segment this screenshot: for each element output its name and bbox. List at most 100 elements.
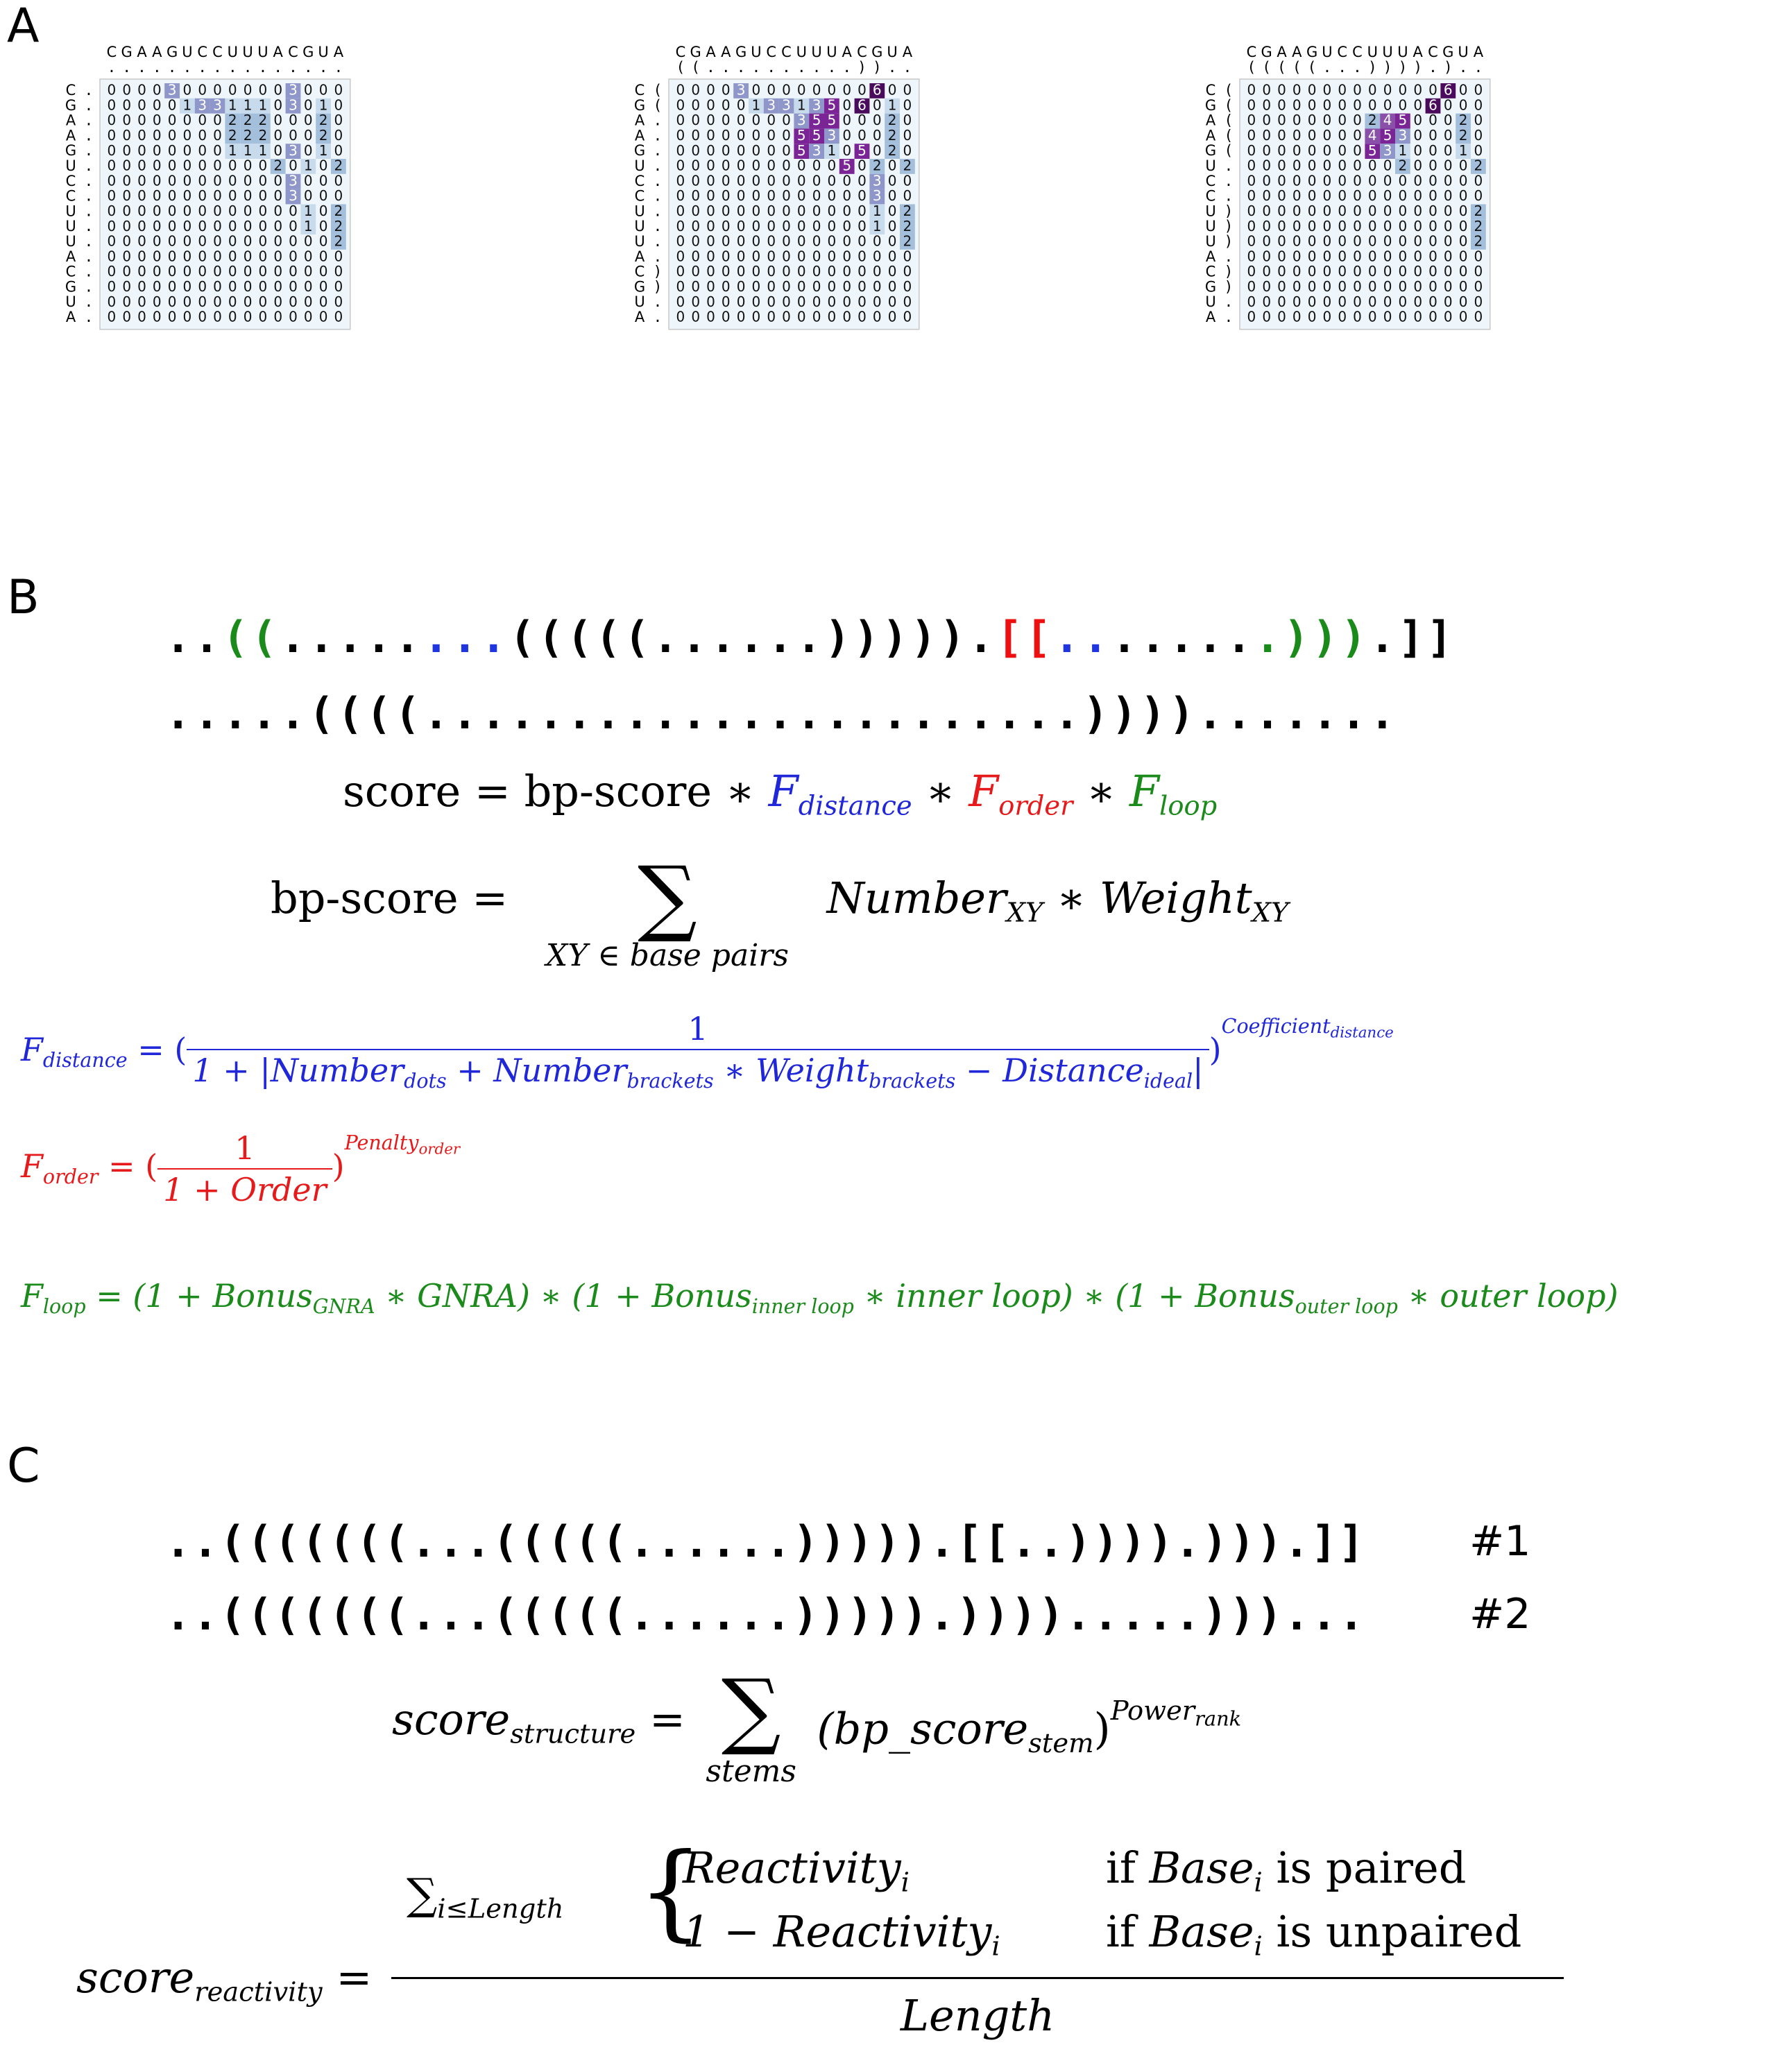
structure-segment: ..: [165, 612, 223, 662]
matrix-cell-value: 0: [108, 309, 117, 325]
row-structure: (: [654, 82, 663, 99]
matrix-cell-value: 0: [1399, 203, 1408, 219]
matrix-cell-value: 0: [842, 278, 851, 295]
matrix-cell-fill: [733, 83, 749, 99]
matrix-cell-value: 0: [1413, 233, 1422, 250]
row-structure: .: [85, 112, 94, 129]
column-base: G: [1306, 44, 1317, 60]
matrix-cell-value: 0: [706, 309, 715, 325]
matrix-cell-value: 3: [828, 127, 837, 144]
matrix-cell-value: 0: [722, 157, 731, 174]
matrix-cell-value: 0: [213, 278, 222, 295]
matrix-cell-value: 0: [198, 157, 207, 174]
matrix-cell-value: 0: [1247, 218, 1256, 234]
matrix-cell-value: 0: [797, 203, 806, 219]
matrix-cell-value: 0: [1459, 82, 1468, 99]
row-structure: .: [85, 248, 94, 265]
row-structure: .: [1224, 173, 1234, 189]
matrix-cell-value: 0: [1474, 309, 1483, 325]
matrix-cell-value: 0: [273, 218, 282, 234]
row-structure: .: [85, 218, 94, 234]
matrix-cell-value: 0: [752, 82, 761, 99]
matrix-cell-value: 0: [842, 203, 851, 219]
equation-f-loop: Floop = (1 + BonusGNRA ∗ GNRA) ∗ (1 + Bo…: [21, 1277, 1619, 1319]
matrix-cell-fill: [316, 98, 331, 114]
matrix-cell-value: 0: [319, 248, 328, 264]
matrix-cell-value: 0: [1323, 172, 1332, 189]
column-structure: .: [228, 59, 237, 76]
matrix-cell-value: 0: [706, 218, 715, 234]
matrix-cell-value: 0: [1262, 96, 1271, 113]
matrix-cell-value: 0: [137, 112, 146, 128]
matrix-cell-value: 5: [797, 142, 806, 159]
row-structure: (: [1224, 142, 1234, 159]
matrix-cell-value: 0: [304, 293, 313, 310]
matrix-cell-fill: [285, 83, 301, 99]
matrix-cell-value: 3: [1383, 142, 1392, 159]
matrix-cell-value: 0: [259, 203, 268, 219]
matrix-cell-value: 3: [289, 172, 298, 189]
matrix-cell-value: 0: [782, 233, 791, 250]
structure-line-plain: .....((((.......................))))....…: [165, 688, 1399, 739]
matrix-cell-fill: [900, 219, 915, 234]
row-structure: .: [85, 97, 94, 114]
matrix-cell-value: 0: [319, 187, 328, 204]
matrix-cell-value: 0: [228, 187, 237, 204]
f-order-symbol: Forder: [968, 766, 1073, 822]
matrix-cell-value: 1: [228, 142, 237, 159]
matrix-cell-value: 0: [1338, 248, 1347, 264]
matrix-cell-value: 2: [1368, 112, 1377, 128]
matrix-cell-value: 0: [1292, 233, 1302, 250]
matrix-cell-value: 0: [691, 309, 700, 325]
matrix-cell-value: 0: [259, 248, 268, 264]
row-structure: .: [85, 309, 94, 325]
matrix-cell-value: 0: [183, 127, 192, 144]
matrix-cell-fill: [809, 113, 824, 129]
structure-segment: ...: [423, 612, 509, 662]
row-base: U: [65, 157, 76, 174]
row-structure: ): [1224, 218, 1234, 234]
matrix-cell-value: 0: [691, 187, 700, 204]
row-base: C: [635, 173, 645, 189]
matrix-cell-value: 0: [1338, 203, 1347, 219]
matrix-cell-value: 0: [334, 309, 343, 325]
equation-f-distance: Fdistance = (1 1 + |Numberdots + Numberbr…: [21, 1010, 1394, 1093]
matrix-cell-value: 0: [737, 142, 746, 159]
column-structure: .: [812, 59, 821, 76]
matrix-cell-value: 0: [273, 112, 282, 128]
row-base: A: [1206, 112, 1216, 129]
matrix-cell-value: 0: [1428, 203, 1437, 219]
row-base: U: [634, 203, 645, 219]
matrix-cell-value: 1: [244, 96, 253, 113]
row-structure: .: [85, 127, 94, 144]
matrix-cell-value: 0: [842, 218, 851, 234]
row-structure: ): [1224, 278, 1234, 295]
matrix-cell-value: 0: [122, 263, 131, 280]
row-structure: .: [85, 188, 94, 205]
matrix-cell-value: 0: [1308, 82, 1317, 99]
matrix-cell-value: 0: [183, 263, 192, 280]
matrix-cell-fill: [285, 189, 301, 205]
row-structure: ): [654, 278, 663, 295]
matrix-cell-value: 0: [797, 278, 806, 295]
matrix-cell-value: 0: [691, 278, 700, 295]
matrix-cell-value: 0: [153, 263, 162, 280]
matrix-cell-value: 0: [1399, 248, 1408, 264]
row-structure: .: [654, 233, 663, 250]
matrix-cell-value: 0: [168, 263, 177, 280]
matrix-cell-value: 0: [857, 293, 867, 310]
structure-segment: .....: [280, 612, 423, 662]
column-structure: .: [289, 59, 298, 76]
row-structure: .: [654, 248, 663, 265]
matrix-cell-value: 0: [1383, 263, 1392, 280]
matrix-cell-value: 0: [812, 293, 821, 310]
matrix-cell-value: 0: [706, 278, 715, 295]
matrix-cell-value: 1: [228, 96, 237, 113]
matrix-cell-value: 0: [722, 127, 731, 144]
matrix-cell-value: 0: [244, 293, 253, 310]
matrix-cell-value: 0: [722, 248, 731, 264]
matrix-cell-value: 0: [137, 293, 146, 310]
matrix-cell-value: 0: [1247, 172, 1256, 189]
column-base: A: [1277, 44, 1287, 60]
matrix-cell-value: 0: [676, 218, 685, 234]
